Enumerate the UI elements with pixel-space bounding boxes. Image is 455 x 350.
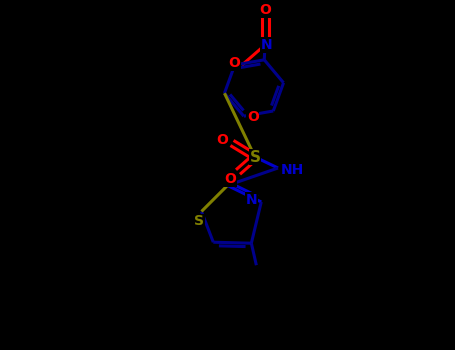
Text: O: O xyxy=(259,3,271,17)
Text: N: N xyxy=(261,38,273,52)
Text: S: S xyxy=(194,215,204,229)
Text: O: O xyxy=(247,110,258,124)
Text: NH: NH xyxy=(280,163,303,177)
Text: S: S xyxy=(249,149,261,164)
Text: N: N xyxy=(245,193,257,207)
Text: O: O xyxy=(224,172,236,186)
Text: O: O xyxy=(228,56,240,70)
Text: O: O xyxy=(216,133,228,147)
